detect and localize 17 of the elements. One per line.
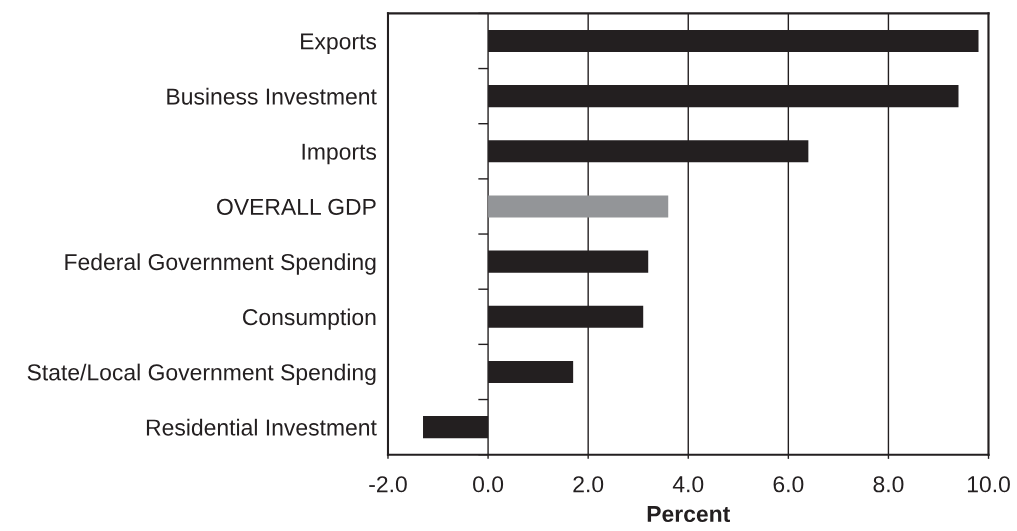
- y-tick-label: State/Local Government Spending: [27, 363, 376, 386]
- x-tick-label: -2.0: [369, 476, 407, 493]
- x-tick-label: 2.0: [573, 476, 604, 493]
- y-tick-label: Business Investment: [167, 87, 377, 105]
- y-tick-label: Consumption: [243, 308, 376, 330]
- y-tick-label: Residential Investment: [146, 418, 377, 436]
- x-tick-label: 0.0: [473, 476, 504, 493]
- y-tick-label: Imports: [302, 143, 377, 165]
- x-tick-label: 10.0: [967, 476, 1010, 493]
- y-tick-label: Exports: [301, 33, 377, 55]
- y-tick-label: OVERALL GDP: [217, 198, 376, 215]
- x-tick-label: 6.0: [773, 476, 804, 493]
- x-tick-label: 8.0: [873, 476, 904, 493]
- y-tick-label: Federal Government Spending: [65, 253, 376, 275]
- bar: [488, 195, 669, 218]
- x-tick-label: 4.0: [672, 476, 704, 493]
- x-axis-title: Percent: [647, 506, 731, 523]
